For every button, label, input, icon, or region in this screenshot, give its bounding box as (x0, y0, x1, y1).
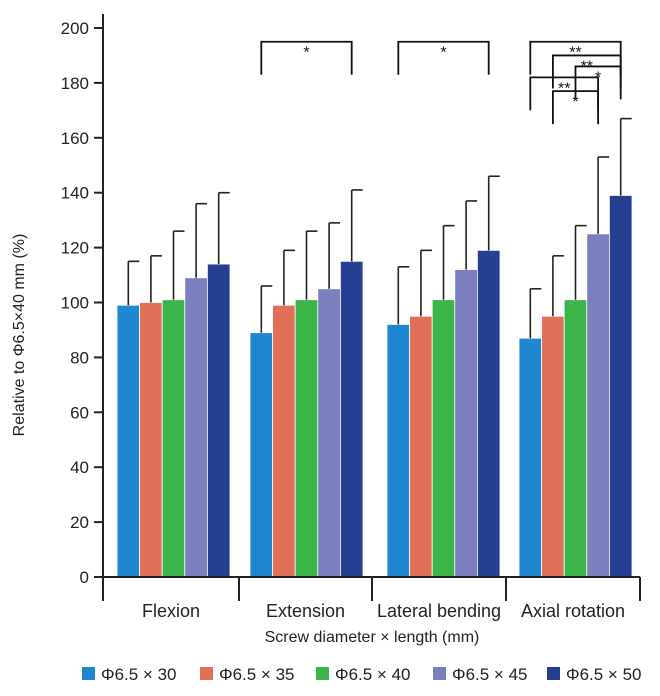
bar (541, 315, 565, 578)
bar (609, 195, 633, 578)
bar (139, 302, 163, 578)
bar (272, 304, 296, 578)
legend-swatch (547, 667, 560, 680)
bar (586, 233, 610, 578)
significance-label: ** (558, 80, 570, 97)
y-tick-label: 0 (80, 568, 89, 587)
error-bars (127, 117, 632, 339)
bar (184, 277, 208, 578)
legend-swatch (316, 667, 329, 680)
legend: Φ6.5 × 30 Φ6.5 × 35 Φ6.5 × 40 Φ6.5 × 45 Φ6.5… (82, 665, 641, 684)
y-tick-label: 120 (61, 239, 89, 258)
y-tick-label: 60 (70, 403, 89, 422)
x-axis-title: Screw diameter × length (mm) (265, 629, 480, 646)
y-tick-label: 80 (70, 348, 89, 367)
significance-label: * (572, 94, 578, 111)
y-axis: 0 20 40 60 80 100 120 140 160 180 200 (61, 14, 104, 587)
legend-swatch (82, 667, 95, 680)
bar (206, 263, 231, 578)
bar (518, 337, 543, 578)
y-tick-label: 200 (61, 19, 89, 38)
bar (294, 299, 319, 578)
bar (431, 299, 456, 578)
significance-bracket (397, 40, 490, 75)
bar (386, 324, 411, 578)
significance-label: * (440, 45, 446, 62)
significance-label: ** (569, 45, 581, 62)
bar (454, 269, 478, 578)
legend-swatch (200, 667, 213, 680)
legend-label: Φ6.5 × 40 (335, 665, 410, 684)
category-label: Lateral bending (377, 601, 501, 621)
y-tick-label: 140 (61, 184, 89, 203)
legend-label: Φ6.5 × 30 (101, 665, 176, 684)
y-tick-label: 100 (61, 294, 89, 313)
x-axis: Flexion Extension Lateral bending Axial rot… (102, 576, 641, 621)
bars (116, 195, 633, 578)
y-tick-label: 180 (61, 74, 89, 93)
significance-bracket (574, 65, 622, 100)
y-axis-title: Relative to Φ6.5×40 mm (%) (11, 234, 28, 437)
category-label: Extension (266, 601, 345, 621)
bar (116, 304, 141, 578)
bar (476, 249, 501, 578)
legend-swatch (433, 667, 446, 680)
y-tick-label: 160 (61, 129, 89, 148)
legend-label: Φ6.5 × 45 (452, 665, 527, 684)
category-label: Axial rotation (521, 601, 625, 621)
legend-label: Φ6.5 × 50 (566, 665, 641, 684)
bar (409, 315, 433, 578)
bar (339, 260, 364, 578)
significance-bracket (552, 90, 599, 125)
significance-label: * (303, 45, 309, 62)
significance-bracket (260, 40, 353, 75)
category-label: Flexion (142, 601, 200, 621)
bar (317, 288, 341, 578)
y-tick-label: 40 (70, 458, 89, 477)
significance-brackets: * * ******** (260, 40, 622, 125)
bar (563, 299, 588, 578)
bar (249, 332, 274, 578)
y-tick-label: 20 (70, 513, 89, 532)
legend-label: Φ6.5 × 35 (219, 665, 294, 684)
bar (161, 299, 186, 578)
